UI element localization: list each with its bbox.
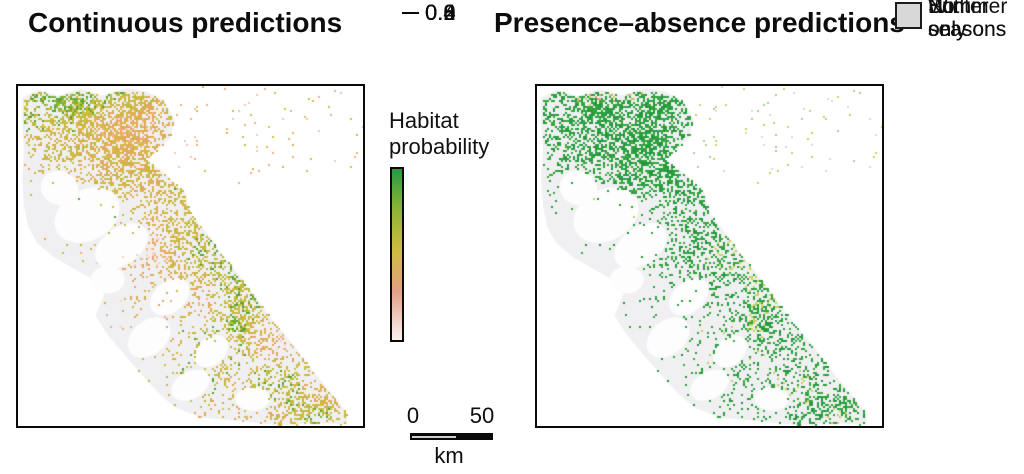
colorbar-tick: 0.4 (402, 0, 512, 26)
colorbar-title-line1: Habitat (389, 108, 459, 133)
legend-label-no-seasons: No seasons (928, 0, 1006, 41)
continuous-map (18, 86, 363, 426)
legend-label-line: Both (928, 0, 972, 18)
legend-label-line: Winter (928, 0, 989, 18)
scale-bar-inner-line (412, 436, 456, 438)
legend-label-line: Summer (928, 0, 1008, 18)
legend-swatch-no-seasons (895, 2, 922, 29)
legend-label-winter-only: Winter only (928, 0, 989, 41)
legend-label-line: No (928, 0, 955, 18)
colorbar-title-line2: probability (389, 134, 490, 159)
panel-title-continuous: Continuous predictions (28, 7, 343, 38)
scale-bar (410, 433, 493, 440)
colorbar-tick-label: 0.4 (425, 0, 456, 25)
colorbar-tick: 0.0 (402, 0, 512, 26)
colorbar-tick-label: 0.2 (425, 0, 456, 25)
colorbar-title: Habitat probability (389, 108, 489, 160)
colorbar-tick-label: 0.8 (425, 0, 456, 25)
scale-bar-start-label: 0 (406, 403, 420, 428)
colorbar-tick: 0.6 (402, 0, 512, 26)
colorbar-gradient (390, 167, 404, 342)
legend-label-line: only (928, 17, 967, 41)
colorbar-tick-label: 0.0 (425, 0, 456, 25)
presence-absence-map (537, 86, 882, 426)
legend-label-line: seasons (928, 17, 1007, 41)
presence-absence-map-frame (535, 84, 884, 428)
continuous-map-frame (16, 84, 365, 428)
colorbar-tick-label: 0.6 (425, 0, 456, 25)
scale-bar-end-label: 50 (469, 403, 495, 428)
legend-label-summer-only: Summer only (928, 0, 1007, 41)
legend-label-line: seasons (928, 17, 1007, 41)
legend-label-line: only (928, 17, 967, 41)
panel-title-presence-absence: Presence–absence predictions (494, 7, 905, 38)
colorbar-tick-mark (402, 12, 419, 14)
scale-bar-unit: km (434, 443, 464, 468)
legend-label-both-seasons: Both seasons (928, 0, 1006, 41)
